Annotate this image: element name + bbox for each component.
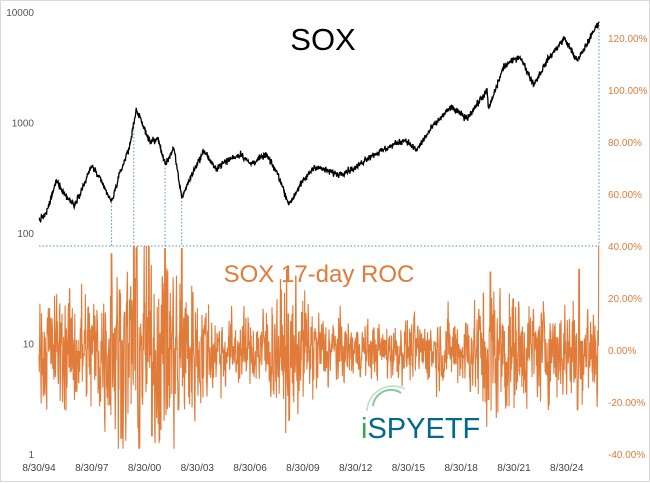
right-tick-label: 40.00% <box>608 242 642 253</box>
x-tick-label: 8/30/15 <box>392 463 426 474</box>
x-tick-label: 8/30/03 <box>181 463 215 474</box>
left-axis-ticks: 10000 1000 100 10 1 <box>6 8 34 461</box>
left-tick-label: 10 <box>23 340 35 351</box>
right-tick-label: -20.00% <box>608 398 645 409</box>
x-tick-label: 8/30/18 <box>445 463 479 474</box>
left-tick-label: 10000 <box>6 8 34 19</box>
logo-arc-icon <box>366 385 406 412</box>
left-tick-label: 1 <box>28 450 34 461</box>
left-tick-label: 1000 <box>12 119 35 130</box>
right-tick-label: 20.00% <box>608 294 642 305</box>
right-tick-label: -40.00% <box>608 450 645 461</box>
x-tick-label: 8/30/12 <box>339 463 373 474</box>
right-axis-ticks: 120.00% 100.00% 80.00% 60.00% 40.00% 20.00% 0.… <box>608 34 648 461</box>
x-tick-label: 8/30/09 <box>286 463 320 474</box>
logo-arc-icon <box>372 388 402 407</box>
right-tick-label: 60.00% <box>608 190 642 201</box>
right-tick-label: 120.00% <box>608 34 648 45</box>
right-tick-label: 80.00% <box>608 138 642 149</box>
x-axis-ticks: 8/30/94 8/30/97 8/30/00 8/30/03 8/30/06 8/30/… <box>22 463 584 474</box>
logo-text: iSPYETF <box>361 413 480 445</box>
chart-title: SOX <box>290 22 356 57</box>
left-tick-label: 100 <box>17 229 34 240</box>
x-tick-label: 8/30/24 <box>550 463 584 474</box>
x-tick-label: 8/30/94 <box>22 463 56 474</box>
watermark-logo: iSPYETF <box>361 385 480 445</box>
x-tick-label: 8/30/00 <box>128 463 162 474</box>
roc-series <box>38 245 600 449</box>
sox-series <box>38 21 600 223</box>
x-tick-label: 8/30/97 <box>75 463 109 474</box>
roc-label: SOX 17-day ROC <box>224 261 415 288</box>
right-tick-label: 0.00% <box>608 346 636 357</box>
sox-line <box>38 21 600 223</box>
reference-lines <box>39 21 600 247</box>
x-tick-label: 8/30/06 <box>233 463 267 474</box>
right-tick-label: 100.00% <box>608 86 648 97</box>
roc-line <box>38 245 600 449</box>
x-tick-label: 8/30/21 <box>497 463 531 474</box>
